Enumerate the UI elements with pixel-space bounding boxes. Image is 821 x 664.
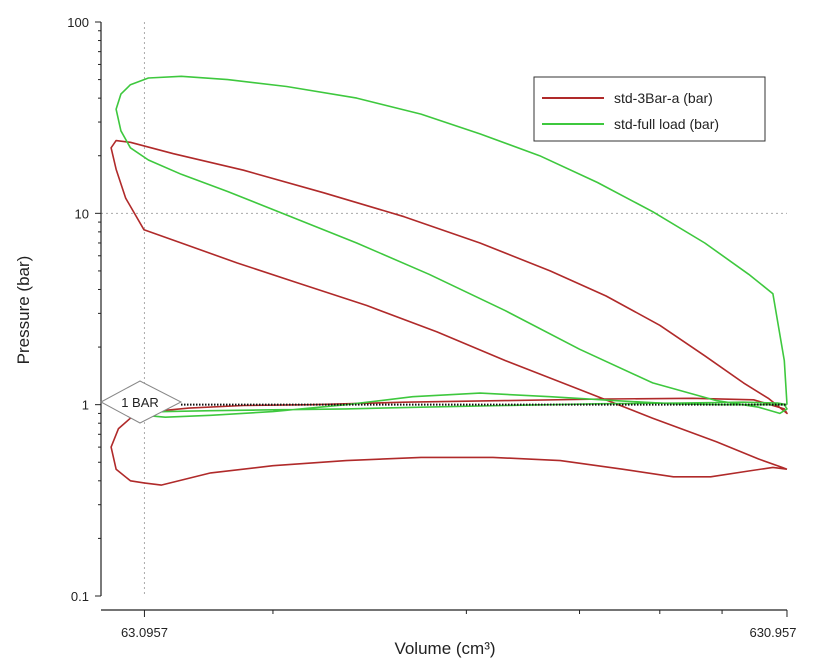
x-axis-title: Volume (cm³): [394, 639, 495, 658]
x-tick-label: 630.957: [749, 625, 796, 640]
series-line-0: [110, 139, 788, 486]
legend: std-3Bar-a (bar) std-full load (bar): [533, 76, 766, 142]
reference-label-text: 1 BAR: [121, 395, 159, 410]
plot-area: [101, 22, 788, 596]
legend-box: [533, 76, 766, 142]
legend-label-std-full-load: std-full load (bar): [614, 116, 719, 132]
x-tick-label: 63.0957: [121, 625, 168, 640]
reference-label-diamond: [99, 380, 183, 424]
legend-label-std-3bar-a: std-3Bar-a (bar): [614, 90, 713, 106]
y-tick-label: 0.1: [71, 589, 89, 604]
axes: 100 10 1 0.1 63.0957 630.957: [67, 15, 796, 640]
y-tick-label: 10: [75, 206, 89, 221]
y-tick-label: 100: [67, 15, 89, 30]
y-tick-label: 1: [82, 398, 89, 413]
reference-line-label: 1 BAR: [99, 380, 183, 424]
y-axis-title: Pressure (bar): [14, 256, 33, 365]
